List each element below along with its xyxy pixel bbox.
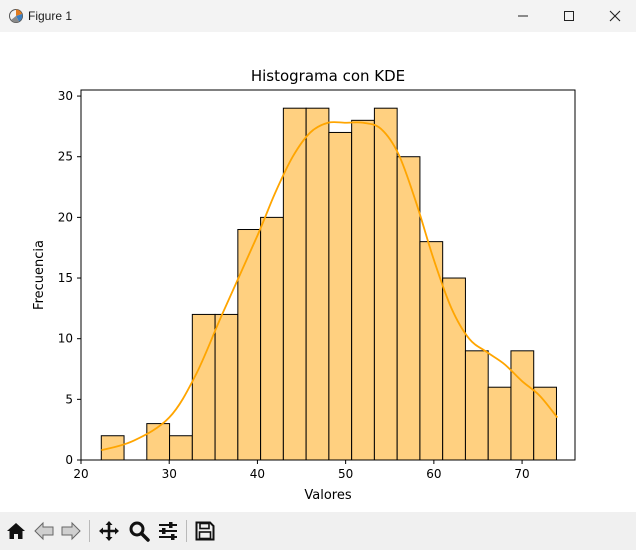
maximize-icon — [564, 11, 574, 21]
plot-frame — [80, 89, 576, 461]
histogram-bar — [351, 119, 375, 461]
maximize-button[interactable] — [546, 0, 592, 32]
home-icon — [7, 523, 25, 539]
forward-icon — [61, 521, 81, 541]
x-tick-label: 30 — [162, 467, 177, 481]
y-tick-label: 20 — [58, 210, 73, 224]
toolbar-separator — [186, 520, 187, 542]
histogram-bar — [191, 313, 216, 461]
pan-icon — [99, 521, 119, 541]
zoom-button[interactable] — [126, 518, 152, 544]
histogram-bar — [282, 107, 307, 461]
configure-subplots-icon — [159, 522, 177, 540]
histogram-chart: 20 30 40 50 60 70 0 5 10 15 20 25 30 Histograma con… — [32, 67, 576, 503]
save-icon — [195, 521, 215, 541]
y-tick-label: 10 — [58, 332, 73, 346]
y-tick-label: 5 — [65, 392, 73, 406]
minimize-button[interactable] — [500, 0, 546, 32]
histogram-bar — [169, 435, 193, 461]
histogram-bar — [442, 277, 466, 461]
y-tick-label: 0 — [65, 453, 73, 467]
pan-button[interactable] — [96, 518, 122, 544]
save-button[interactable] — [192, 518, 218, 544]
figure-canvas[interactable]: 20 30 40 50 60 70 0 5 10 15 20 25 30 Histograma con… — [0, 32, 636, 512]
y-tick-label: 25 — [58, 150, 73, 164]
home-button[interactable] — [3, 518, 29, 544]
back-icon — [34, 521, 54, 541]
toolbar-separator — [89, 520, 90, 542]
configure-subplots-button[interactable] — [155, 518, 181, 544]
forward-button[interactable] — [58, 518, 84, 544]
histogram-bar — [237, 229, 262, 461]
window-title: Figure 1 — [28, 9, 73, 23]
histogram-bar — [373, 107, 398, 461]
histogram-bar — [464, 350, 489, 461]
histogram-bar — [260, 216, 284, 461]
x-tick-label: 40 — [250, 467, 265, 481]
histogram-bar — [487, 386, 512, 461]
histogram-bar — [305, 107, 330, 461]
x-tick-label: 60 — [426, 467, 441, 481]
back-button[interactable] — [31, 518, 57, 544]
histogram-bar — [328, 131, 353, 461]
x-tick-label: 20 — [73, 467, 88, 481]
y-tick-label: 30 — [58, 89, 73, 103]
close-button[interactable] — [592, 0, 636, 32]
x-tick-label: 50 — [338, 467, 353, 481]
window-titlebar: Figure 1 — [0, 0, 636, 32]
y-tick-label: 15 — [58, 271, 73, 285]
histogram-bar — [146, 423, 171, 461]
y-axis-label: Frecuencia — [32, 240, 47, 310]
histogram-bar — [214, 313, 239, 461]
chart-title: Histograma con KDE — [251, 67, 405, 85]
zoom-icon — [129, 521, 150, 542]
minimize-icon — [518, 15, 528, 17]
close-icon — [609, 10, 621, 22]
histogram-bar — [533, 386, 557, 461]
matplotlib-app-icon — [9, 9, 23, 23]
x-axis-label: Valores — [304, 488, 351, 503]
navigation-toolbar — [0, 512, 636, 550]
x-tick-label: 70 — [514, 467, 529, 481]
histogram-bar — [510, 350, 535, 461]
kde-curve — [101, 121, 559, 452]
